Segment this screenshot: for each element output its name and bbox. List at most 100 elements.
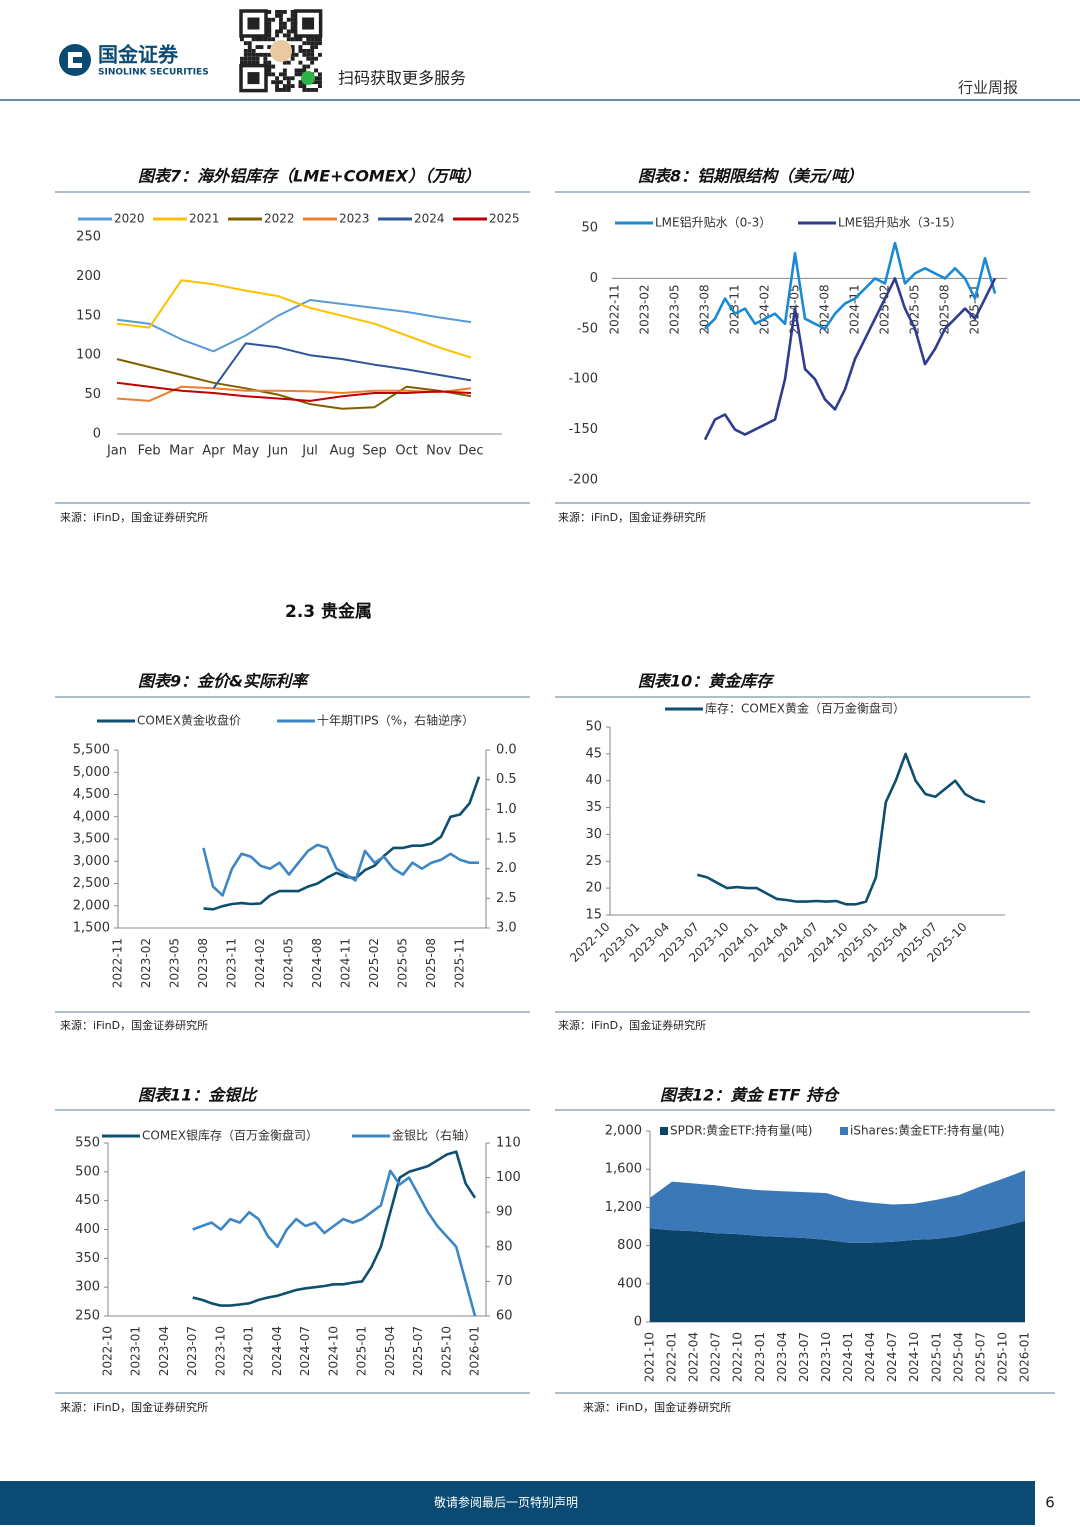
qr-module [286, 29, 291, 34]
qr-module [286, 76, 291, 81]
x-tick-label: 2025-04 [951, 1332, 965, 1382]
y-tick-label: 0 [634, 1315, 642, 1330]
qr-module [298, 45, 303, 49]
qr-module [255, 60, 260, 65]
y-tick-label: 100 [76, 348, 101, 363]
x-tick-label: May [232, 444, 259, 459]
qr-module [247, 41, 252, 46]
footer-disclaimer: 敬请参阅最后一页特别声明 [434, 1495, 578, 1510]
qr-module [310, 41, 315, 46]
y2-tick-label: 60 [496, 1309, 513, 1324]
qr-module [302, 84, 307, 88]
qr-module [298, 72, 303, 77]
legend-label: 2021 [189, 212, 220, 226]
x-tick-label: 2026-01 [1018, 1332, 1032, 1382]
legend-label: 2025 [489, 212, 520, 226]
qr-module [306, 52, 311, 57]
x-tick-label: 2025-07 [411, 1326, 425, 1376]
qr-module [282, 88, 287, 92]
x-tick-label: 2023-02 [139, 938, 153, 988]
qr-module [302, 68, 307, 73]
qr-module [279, 29, 283, 34]
y-tick-label: 1,200 [605, 1200, 642, 1215]
y2-tick-label: 0.5 [496, 772, 517, 787]
x-tick-label: 2024-08 [310, 938, 324, 988]
qr-module [271, 17, 276, 22]
x-tick-label: Jun [267, 444, 288, 459]
y-tick-label: 50 [585, 720, 602, 735]
qr-center [270, 40, 292, 62]
y-tick-label: 250 [75, 1309, 100, 1324]
section-title: 2.3 贵金属 [285, 601, 372, 622]
series-line [116, 381, 472, 402]
qr-module [306, 56, 311, 61]
qr-module [302, 41, 307, 46]
x-tick-label: 2023-07 [185, 1326, 199, 1376]
qr-module [294, 52, 299, 57]
source-note: 来源：iFinD，国金证券研究所 [558, 1018, 706, 1032]
qr-module [243, 52, 248, 57]
qr-finder [239, 9, 268, 38]
qr-module [306, 64, 311, 69]
x-tick-label: 2023-01 [753, 1332, 767, 1382]
y-tick-label: 1,600 [605, 1162, 642, 1177]
y-tick-label: 50 [581, 221, 598, 236]
qr-module [255, 52, 260, 57]
y-tick-label: 300 [75, 1280, 100, 1295]
y-tick-label: -50 [577, 321, 598, 336]
qr-module [290, 76, 295, 81]
y-tick-label: 1,500 [73, 921, 110, 936]
qr-module [259, 37, 264, 42]
qr-module [310, 45, 315, 49]
x-tick-label: 2021-10 [643, 1332, 657, 1382]
qr-module [263, 60, 268, 65]
y-tick-label: -150 [568, 422, 598, 437]
x-tick-label: 2023-10 [819, 1332, 833, 1382]
qr-finder [239, 63, 268, 93]
legend-label: 2023 [339, 212, 370, 226]
qr-module [251, 52, 256, 57]
x-tick-label: 2025-08 [938, 284, 952, 334]
x-tick-label: 2025-11 [453, 938, 467, 988]
qr-module [247, 56, 252, 61]
qr-module [271, 37, 276, 42]
qr-module [279, 88, 283, 92]
qr-module [251, 37, 256, 42]
y2-tick-label: 100 [496, 1170, 521, 1185]
qr-module [275, 33, 279, 38]
qr-module [318, 37, 322, 42]
y-tick-label: 25 [585, 854, 602, 869]
qr-module [298, 37, 303, 42]
qr-module [267, 33, 272, 38]
x-tick-label: 2024-01 [242, 1326, 256, 1376]
y2-tick-label: 110 [496, 1136, 521, 1151]
qr-module [310, 56, 315, 61]
y-tick-label: -200 [568, 473, 598, 488]
qr-module [286, 88, 291, 92]
y-tick-label: 40 [585, 773, 602, 788]
x-tick-label: Jan [106, 444, 127, 459]
qr-module [275, 13, 279, 18]
y-tick-label: 2,000 [605, 1124, 642, 1139]
chart-title: 图表10：黄金库存 [638, 672, 775, 691]
y2-tick-label: 90 [496, 1205, 513, 1220]
qr-module [243, 41, 248, 46]
source-note: 来源：iFinD，国金证券研究所 [60, 510, 208, 524]
legend-label: LME铝升贴水（3-15） [838, 215, 962, 230]
x-tick-label: Feb [138, 444, 161, 459]
x-tick-label: Oct [395, 444, 417, 459]
legend-swatch [660, 1127, 668, 1135]
source-note: 来源：iFinD，国金证券研究所 [558, 510, 706, 524]
series-line [116, 279, 472, 359]
qr-module [314, 88, 318, 92]
y2-tick-label: 2.0 [496, 861, 517, 876]
qr-finder [293, 9, 323, 38]
qr-module [263, 52, 268, 57]
y-tick-label: 5,500 [73, 743, 110, 758]
report-type: 行业周报 [958, 79, 1018, 97]
legend-label: 金银比（右轴） [392, 1128, 476, 1143]
qr-module [302, 64, 307, 69]
qr-module [267, 10, 272, 14]
qr-module [290, 37, 295, 42]
x-tick-label: 2024-02 [253, 938, 267, 988]
